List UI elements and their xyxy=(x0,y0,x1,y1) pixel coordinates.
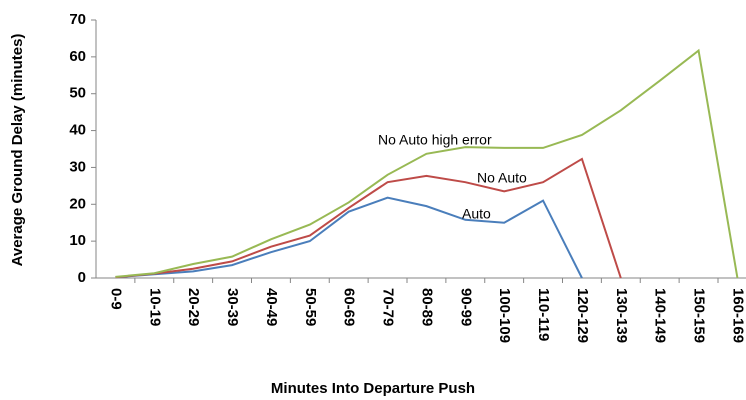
x-tick-label: 10-19 xyxy=(146,288,163,326)
x-tick-label: 120-129 xyxy=(574,288,591,343)
x-tick-label: 150-159 xyxy=(691,288,708,343)
line-series xyxy=(115,48,739,279)
series-label: Auto xyxy=(462,206,491,222)
series-label: No Auto high error xyxy=(378,132,492,148)
x-tick-label: 160-169 xyxy=(729,288,746,343)
line-series xyxy=(115,157,622,279)
y-tick-label: 70 xyxy=(69,11,86,28)
y-tick-label: 0 xyxy=(78,269,86,286)
x-tick-label: 70-79 xyxy=(380,288,397,326)
y-tick-label: 40 xyxy=(69,122,86,139)
x-tick-label: 30-39 xyxy=(224,288,241,326)
x-tick-label: 40-49 xyxy=(263,288,280,326)
x-tick-label: 0-9 xyxy=(107,288,124,310)
x-tick-label: 140-149 xyxy=(652,288,669,343)
x-tick-label: 20-29 xyxy=(185,288,202,326)
x-tick-label: 50-59 xyxy=(302,288,319,326)
y-tick-label: 20 xyxy=(69,195,86,212)
x-tick-label: 60-69 xyxy=(341,288,358,326)
x-tick-label: 130-139 xyxy=(613,288,630,343)
x-tick-label: 90-99 xyxy=(457,288,474,326)
x-tick-label: 100-109 xyxy=(496,288,513,343)
x-axis-title: Minutes Into Departure Push xyxy=(271,380,475,397)
y-tick-label: 30 xyxy=(69,158,86,175)
y-tick-label: 60 xyxy=(69,48,86,65)
y-tick-label: 50 xyxy=(69,85,86,102)
line-series xyxy=(115,196,583,279)
y-tick-label: 10 xyxy=(69,232,86,249)
x-tick-label: 80-89 xyxy=(418,288,435,326)
x-tick-label: 110-119 xyxy=(535,288,552,341)
y-axis-title: Average Ground Delay (minutes) xyxy=(9,34,26,267)
series-label: No Auto xyxy=(477,170,527,186)
